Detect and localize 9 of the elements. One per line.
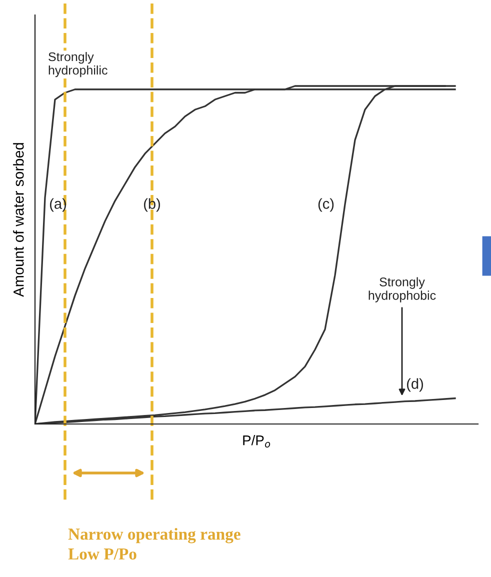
series-label: (d) (406, 378, 424, 392)
text: Strongly hydrophilic (48, 52, 108, 78)
annotation: Strongly hydrophobic (368, 277, 436, 302)
series-label: (c) (318, 198, 334, 212)
y-axis-title: Amount of water sorbed (13, 143, 24, 297)
x-axis-title: P/P$_{o}$ (243, 435, 270, 448)
text: Narrow operating range Low P/Po (68, 528, 240, 560)
series-label: (a) (50, 198, 66, 212)
series-label: (b) (144, 198, 160, 212)
